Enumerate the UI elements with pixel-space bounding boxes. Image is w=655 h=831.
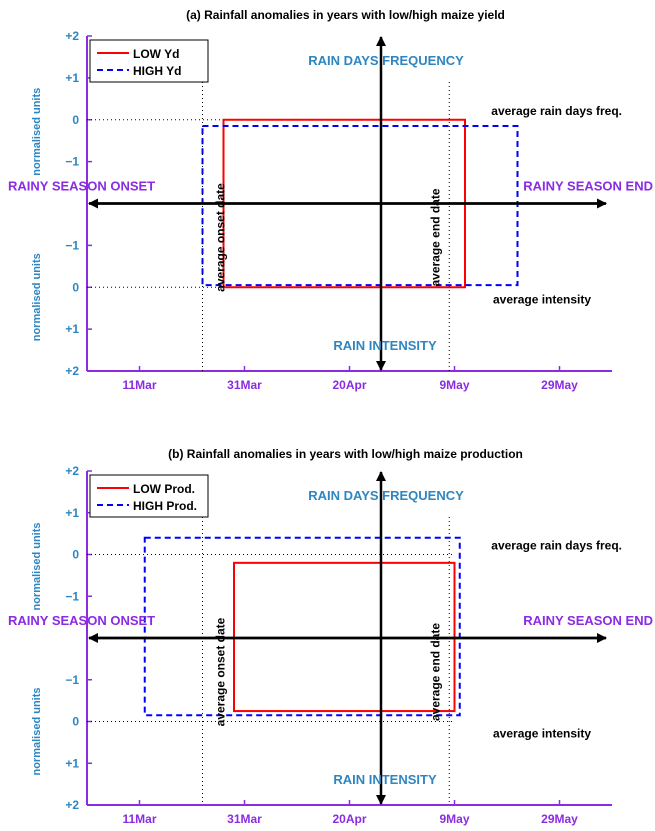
y-tick-label: −1 — [65, 238, 79, 252]
x-tick-label: 29May — [541, 812, 578, 826]
y-tick-label: +2 — [65, 798, 79, 812]
annotation-average-rain-days: average rain days freq. — [491, 539, 622, 553]
annotation-average-end-date: average end date — [428, 623, 442, 721]
x-tick-label: 20Apr — [332, 812, 366, 826]
x-tick-label: 31Mar — [227, 378, 262, 392]
y-label-lower: normalised units — [31, 253, 43, 341]
panel-b: (b) Rainfall anomalies in years with low… — [8, 447, 653, 826]
y-tick-label: +2 — [65, 29, 79, 43]
annotation-average-intensity: average intensity — [493, 292, 591, 306]
annotation-rain-intensity: RAIN INTENSITY — [333, 772, 437, 787]
annotation-rain-days-frequency: RAIN DAYS FREQUENCY — [308, 488, 464, 503]
legend-label: HIGH Prod. — [133, 499, 197, 513]
y-label-upper: normalised units — [31, 88, 43, 176]
y-tick-label: +2 — [65, 364, 79, 378]
annotation-average-end-date: average end date — [428, 188, 442, 286]
y-tick-label: 0 — [72, 715, 79, 729]
annotation-rainy-season-end: RAINY SEASON END — [523, 613, 653, 628]
x-tick-label: 31Mar — [227, 812, 262, 826]
y-tick-label: −1 — [65, 155, 79, 169]
y-label-upper: normalised units — [31, 522, 43, 610]
legend-box — [89, 474, 209, 518]
annotation-rainy-season-end: RAINY SEASON END — [523, 179, 653, 194]
series-box-high — [201, 125, 519, 287]
legend-label: LOW Yd — [133, 47, 179, 61]
y-tick-label: 0 — [72, 113, 79, 127]
panel-a: (a) Rainfall anomalies in years with low… — [8, 8, 653, 392]
chart-title: (b) Rainfall anomalies in years with low… — [168, 447, 523, 461]
y-tick-label: −1 — [65, 589, 79, 603]
y-tick-label: +1 — [65, 71, 79, 85]
y-tick-label: 0 — [72, 548, 79, 562]
legend: LOW Yd HIGH Yd — [89, 39, 209, 83]
x-tick-label: 9May — [439, 378, 469, 392]
legend-box — [89, 39, 209, 83]
legend-label: HIGH Yd — [133, 64, 181, 78]
annotation-rainy-season-onset: RAINY SEASON ONSET — [8, 613, 155, 628]
y-tick-label: −1 — [65, 673, 79, 687]
annotation-rain-days-frequency: RAIN DAYS FREQUENCY — [308, 53, 464, 68]
annotation-average-onset-date: average onset date — [214, 617, 228, 726]
y-tick-label: +1 — [65, 322, 79, 336]
series-box-high — [143, 536, 461, 717]
y-label-lower: normalised units — [31, 687, 43, 775]
y-tick-label: +1 — [65, 756, 79, 770]
legend: LOW Prod. HIGH Prod. — [89, 474, 209, 518]
annotation-average-onset-date: average onset date — [214, 183, 228, 292]
chart-title: (a) Rainfall anomalies in years with low… — [186, 8, 505, 22]
x-tick-label: 29May — [541, 378, 578, 392]
x-tick-label: 9May — [439, 812, 469, 826]
x-tick-label: 11Mar — [122, 378, 156, 392]
x-tick-label: 20Apr — [332, 378, 366, 392]
annotation-rainy-season-onset: RAINY SEASON ONSET — [8, 179, 155, 194]
y-tick-label: +2 — [65, 464, 79, 478]
annotation-average-intensity: average intensity — [493, 727, 591, 741]
annotation-average-rain-days: average rain days freq. — [491, 104, 622, 118]
legend-label: LOW Prod. — [133, 482, 195, 496]
annotation-rain-intensity: RAIN INTENSITY — [333, 338, 437, 353]
y-tick-label: 0 — [72, 280, 79, 294]
x-tick-label: 11Mar — [122, 812, 156, 826]
y-tick-label: +1 — [65, 506, 79, 520]
